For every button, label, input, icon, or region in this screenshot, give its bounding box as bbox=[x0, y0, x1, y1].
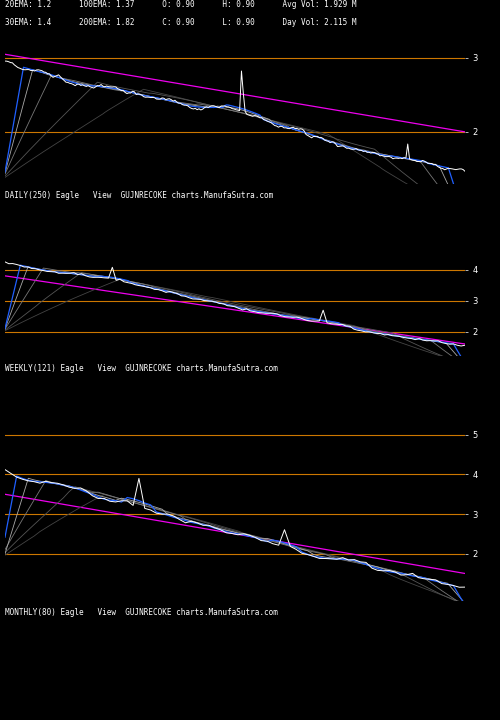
Text: WEEKLY(121) Eagle   View  GUJNRECOKE charts.ManufaSutra.com: WEEKLY(121) Eagle View GUJNRECOKE charts… bbox=[5, 364, 278, 373]
Text: 30EMA: 1.4      200EMA: 1.82      C: 0.90      L: 0.90      Day Vol: 2.115 M: 30EMA: 1.4 200EMA: 1.82 C: 0.90 L: 0.90 … bbox=[5, 18, 356, 27]
Text: 20EMA: 1.2      100EMA: 1.37      O: 0.90      H: 0.90      Avg Vol: 1.929 M: 20EMA: 1.2 100EMA: 1.37 O: 0.90 H: 0.90 … bbox=[5, 0, 356, 9]
Text: MONTHLY(80) Eagle   View  GUJNRECOKE charts.ManufaSutra.com: MONTHLY(80) Eagle View GUJNRECOKE charts… bbox=[5, 608, 278, 618]
Text: DAILY(250) Eagle   View  GUJNRECOKE charts.ManufaSutra.com: DAILY(250) Eagle View GUJNRECOKE charts.… bbox=[5, 191, 273, 199]
